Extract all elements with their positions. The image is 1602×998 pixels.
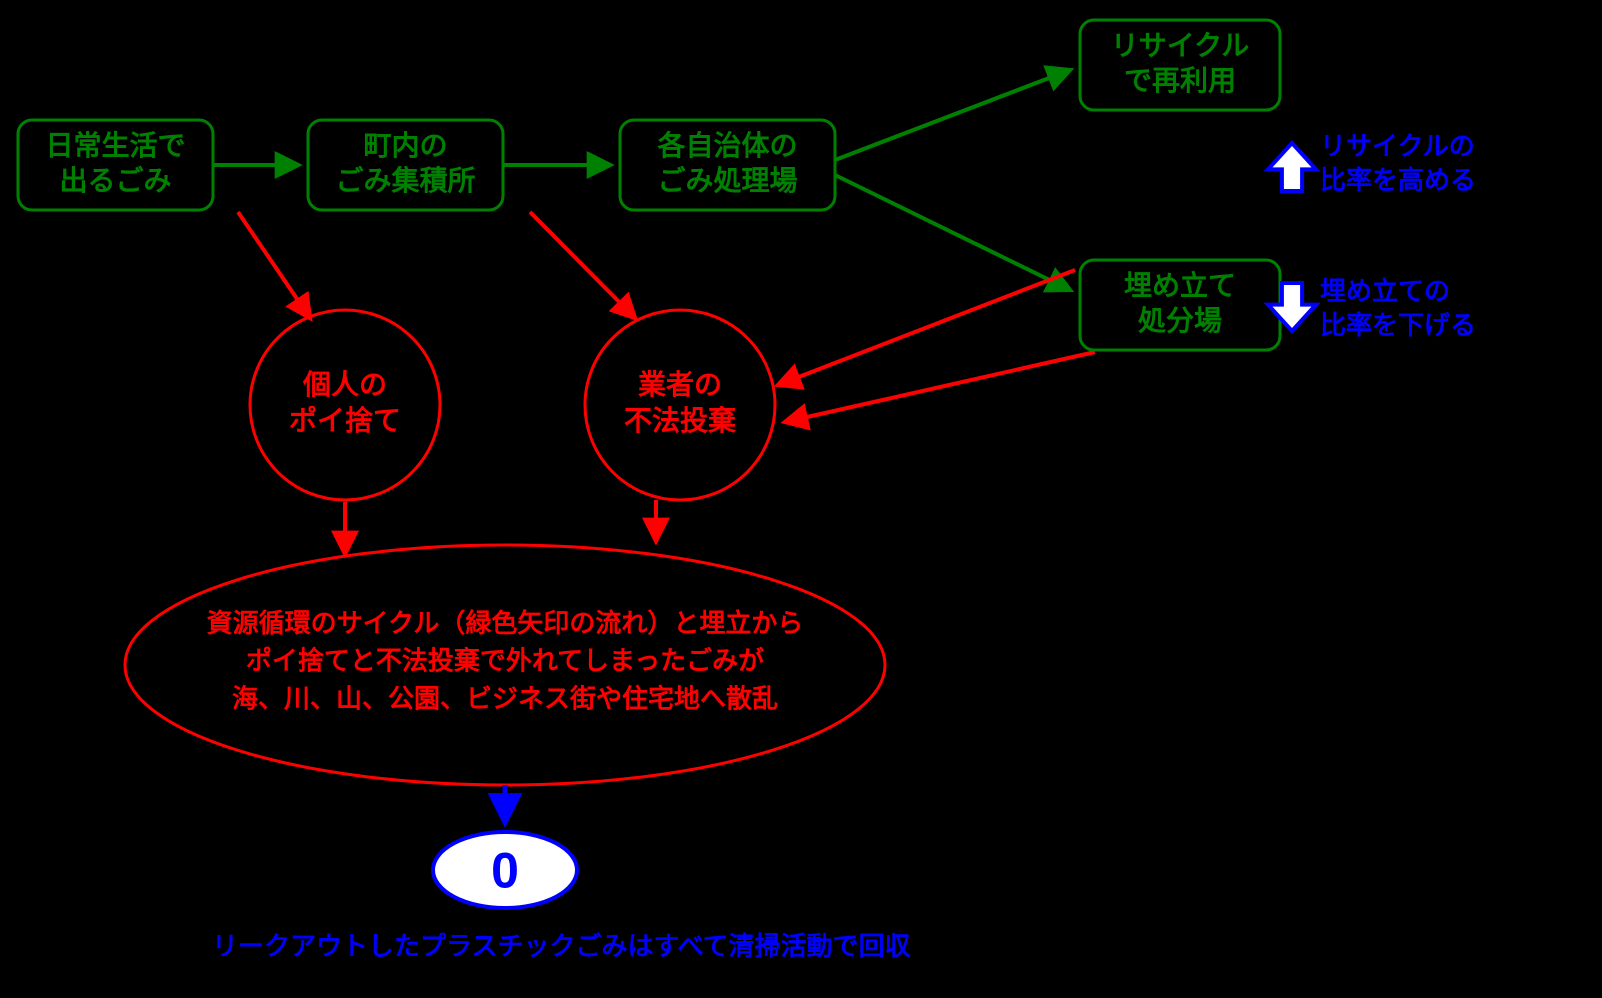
box-recycle-line-1: で再利用 (1124, 65, 1236, 96)
box-recycle: リサイクルで再利用 (1080, 20, 1280, 110)
circle-individual-line-1: ポイ捨て (289, 404, 401, 436)
box-collection: 町内のごみ集積所 (308, 120, 503, 210)
label-recycle_ratio-line-0: リサイクルの (1320, 131, 1475, 161)
box-landfill-line-0: 埋め立て (1124, 269, 1236, 301)
box-daily-line-0: 日常生活で (45, 130, 185, 161)
box-landfill: 埋め立て処分場 (1080, 260, 1280, 350)
box-collection-line-0: 町内の (363, 130, 447, 161)
problem-ellipse: 資源循環のサイクル（緑色矢印の流れ）と埋立からポイ捨てと不法投棄で外れてしまった… (125, 545, 885, 785)
ellipse-line-1: ポイ捨てと不法投棄で外れてしまったごみが (246, 646, 764, 676)
ellipse-line-2: 海、川、山、公園、ビジネス街や住宅地へ散乱 (232, 683, 778, 713)
box-daily: 日常生活で出るごみ (18, 120, 213, 210)
circle-business-line-0: 業者の (638, 369, 722, 400)
box-recycle-line-0: リサイクル (1111, 30, 1250, 61)
block-arrow-up (1268, 143, 1316, 191)
circle-business-line-1: 不法投棄 (624, 405, 737, 436)
circle-individual: 個人のポイ捨て (250, 310, 440, 500)
label-leak_out-line-0: リークアウトしたプラスチックごみはすべて清掃活動で回収 (212, 931, 912, 961)
red-problem-arrow-1 (530, 212, 635, 318)
box-collection-line-1: ごみ集積所 (335, 164, 475, 196)
label-recycle_ratio-line-1: 比率を高める (1320, 165, 1476, 195)
box-processing-line-1: ごみ処理場 (657, 164, 797, 196)
zero-label: 0 (491, 843, 519, 899)
box-processing-line-0: 各自治体の (656, 129, 797, 161)
label-landfill_reduce-line-0: 埋め立ての (1320, 276, 1450, 306)
box-daily-line-1: 出るごみ (59, 164, 171, 196)
box-processing: 各自治体のごみ処理場 (620, 120, 835, 210)
green-flow-arrow-3 (835, 175, 1070, 290)
ellipse-line-0: 資源循環のサイクル（緑色矢印の流れ）と埋立から (207, 608, 804, 638)
green-flow-arrow-2 (835, 70, 1070, 160)
circle-individual-line-0: 個人の (302, 369, 387, 400)
circle-business: 業者の不法投棄 (585, 310, 775, 500)
box-landfill-line-1: 処分場 (1138, 305, 1222, 336)
block-arrow-down (1268, 283, 1316, 331)
red-problem-arrow-0 (238, 212, 310, 318)
label-landfill_reduce-line-1: 比率を下げる (1320, 310, 1476, 340)
